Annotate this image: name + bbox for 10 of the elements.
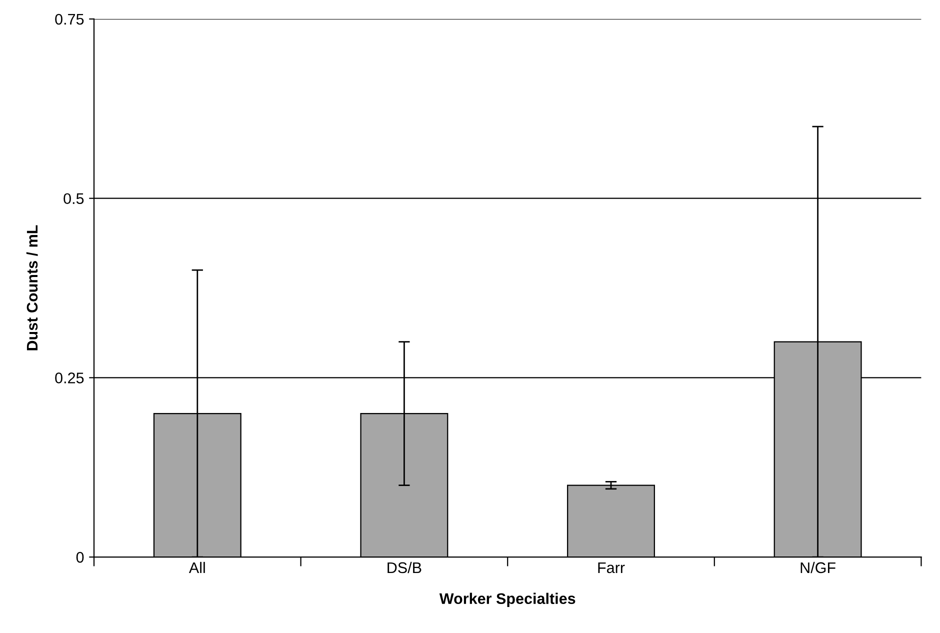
y-tick-label: 0.5 <box>64 193 84 204</box>
y-axis-title: Dust Counts / mL <box>26 225 38 350</box>
y-tick-label: 0 <box>76 552 84 563</box>
y-tick-label: 0.25 <box>55 372 84 384</box>
x-tick-label: DS/B <box>388 562 422 574</box>
x-tick-label: N/GF <box>800 562 836 574</box>
x-tick-label: All <box>188 562 205 573</box>
x-axis-title: Worker Specialties <box>439 592 576 608</box>
y-tick-label: 0.75 <box>55 14 84 25</box>
x-tick-label: Farr <box>598 562 625 574</box>
